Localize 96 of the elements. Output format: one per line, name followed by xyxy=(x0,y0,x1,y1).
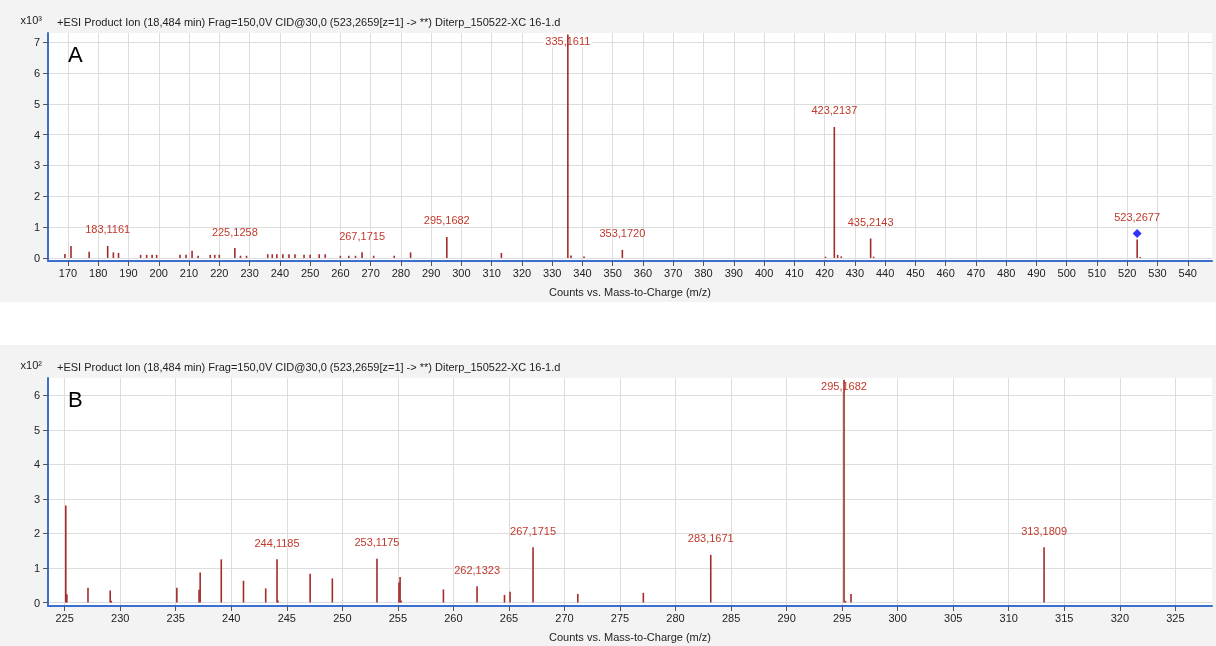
x-tick-label: 230 xyxy=(111,611,130,624)
x-tick-label: 270 xyxy=(361,266,380,279)
x-tick-label: 390 xyxy=(724,266,743,279)
x-tick-label: 280 xyxy=(391,266,411,279)
x-tick-label: 330 xyxy=(543,266,562,279)
x-tick-label: 260 xyxy=(444,611,463,624)
x-tick-label: 260 xyxy=(331,266,350,279)
x-tick-label: 490 xyxy=(1027,266,1046,279)
y-tick-label: 5 xyxy=(33,97,40,110)
annotation: 183,1161 xyxy=(85,223,131,236)
x-tick-label: 300 xyxy=(888,611,907,624)
x-tick-label: 240 xyxy=(270,266,290,279)
x-tick-label: 245 xyxy=(277,611,296,624)
x-tick-label: 240 xyxy=(222,611,241,624)
y-tick-label: 2 xyxy=(33,527,40,540)
y-tick-label: 0 xyxy=(33,251,40,264)
y-tick-label: 5 xyxy=(33,423,40,436)
x-tick-label: 230 xyxy=(240,266,259,279)
x-tick-label: 410 xyxy=(785,266,804,279)
y-tick-label: 3 xyxy=(33,159,40,172)
y-tick-label: 6 xyxy=(33,389,40,402)
x-tick-label: 300 xyxy=(452,266,471,279)
annotation: 435,2143 xyxy=(847,216,894,229)
annotation: 423,2137 xyxy=(811,104,858,117)
x-tick-label: 210 xyxy=(179,266,199,279)
x-tick-label: 460 xyxy=(936,266,955,279)
x-tick-label: 290 xyxy=(777,611,796,624)
x-tick-label: 520 xyxy=(1118,266,1137,279)
annotation: 295,1682 xyxy=(423,214,470,227)
annotation: A xyxy=(68,41,83,67)
x-tick-label: 280 xyxy=(666,611,685,624)
x-tick-label: 540 xyxy=(1178,266,1197,279)
y-tick-label: 7 xyxy=(33,36,40,49)
x-tick-label: 510 xyxy=(1087,266,1107,279)
x-tick-label: 440 xyxy=(875,266,895,279)
y-tick-label: 6 xyxy=(33,67,40,80)
y-tick-label: 4 xyxy=(33,458,40,471)
annotation: 523,2677 xyxy=(1114,211,1161,224)
x-tick-label: 250 xyxy=(333,611,352,624)
x-tick-label: 340 xyxy=(573,266,592,279)
x-tick-label: 380 xyxy=(694,266,713,279)
x-tick-label: 320 xyxy=(1110,611,1129,624)
y-axis-title: x10² xyxy=(20,358,43,371)
annotation: 267,1715 xyxy=(510,524,556,537)
x-tick-label: 290 xyxy=(421,266,441,279)
y-tick-label: 3 xyxy=(33,492,40,505)
x-tick-label: 310 xyxy=(482,266,501,279)
x-tick-label: 305 xyxy=(944,611,963,624)
y-tick-label: 0 xyxy=(33,596,40,609)
x-tick-label: 275 xyxy=(610,611,630,624)
x-axis-title: Counts vs. Mass-to-Charge (m/z) xyxy=(549,630,711,643)
x-tick-label: 190 xyxy=(119,266,138,279)
annotation: 225,1258 xyxy=(211,225,258,238)
y-tick-label: 1 xyxy=(33,221,40,234)
x-tick-label: 400 xyxy=(754,266,774,279)
y-tick-label: 1 xyxy=(33,562,40,574)
x-tick-label: 170 xyxy=(58,266,78,279)
x-tick-label: 200 xyxy=(149,266,168,279)
x-tick-label: 265 xyxy=(499,611,519,624)
x-tick-label: 250 xyxy=(300,266,320,279)
x-tick-label: 470 xyxy=(966,266,986,279)
x-tick-label: 325 xyxy=(1166,611,1185,624)
y-tick-label: 4 xyxy=(33,128,40,141)
annotation: 244,1185 xyxy=(254,536,300,549)
x-tick-label: 180 xyxy=(89,266,108,279)
x-tick-label: 360 xyxy=(633,266,653,279)
annotation: 283,1671 xyxy=(687,532,734,545)
x-axis-title: Counts vs. Mass-to-Charge (m/z) xyxy=(549,285,711,298)
x-tick-label: 315 xyxy=(1055,611,1074,624)
annotation: 253,1175 xyxy=(354,536,400,549)
x-tick-label: 500 xyxy=(1057,266,1076,279)
x-tick-label: 350 xyxy=(603,266,622,279)
x-tick-label: 320 xyxy=(512,266,532,279)
x-tick-label: 295 xyxy=(832,611,852,624)
annotation: 262,1323 xyxy=(454,563,501,576)
y-tick-label: 2 xyxy=(33,190,40,203)
x-tick-label: 430 xyxy=(845,266,865,279)
x-tick-label: 235 xyxy=(166,611,185,624)
x-tick-label: 420 xyxy=(815,266,834,279)
x-tick-label: 220 xyxy=(210,266,229,279)
x-tick-label: 255 xyxy=(388,611,408,624)
chart-title: +ESI Product Ion (18,484 min) Frag=150,0V CID@30,0 (523,2659[z=1] -> **) Diterp_150522-XC 16-1.d xyxy=(57,15,561,28)
x-tick-label: 225 xyxy=(55,611,74,624)
x-tick-label: 450 xyxy=(906,266,925,279)
x-tick-label: 310 xyxy=(999,611,1018,624)
annotation: 353,1720 xyxy=(599,227,646,240)
x-tick-label: 270 xyxy=(555,611,574,624)
x-tick-label: 480 xyxy=(997,266,1016,279)
annotation: 313,1809 xyxy=(1021,524,1068,537)
annotation: B xyxy=(68,386,83,412)
chart-title: +ESI Product Ion (18,484 min) Frag=150,0V CID@30,0 (523,2659[z=1] -> **) Diterp_150522-XC 16-1.d xyxy=(57,360,561,373)
y-axis-title: x10³ xyxy=(20,13,43,26)
x-tick-label: 370 xyxy=(664,266,683,279)
x-tick-label: 285 xyxy=(721,611,741,624)
x-tick-label: 530 xyxy=(1148,266,1167,279)
annotation: 267,1715 xyxy=(339,229,386,242)
